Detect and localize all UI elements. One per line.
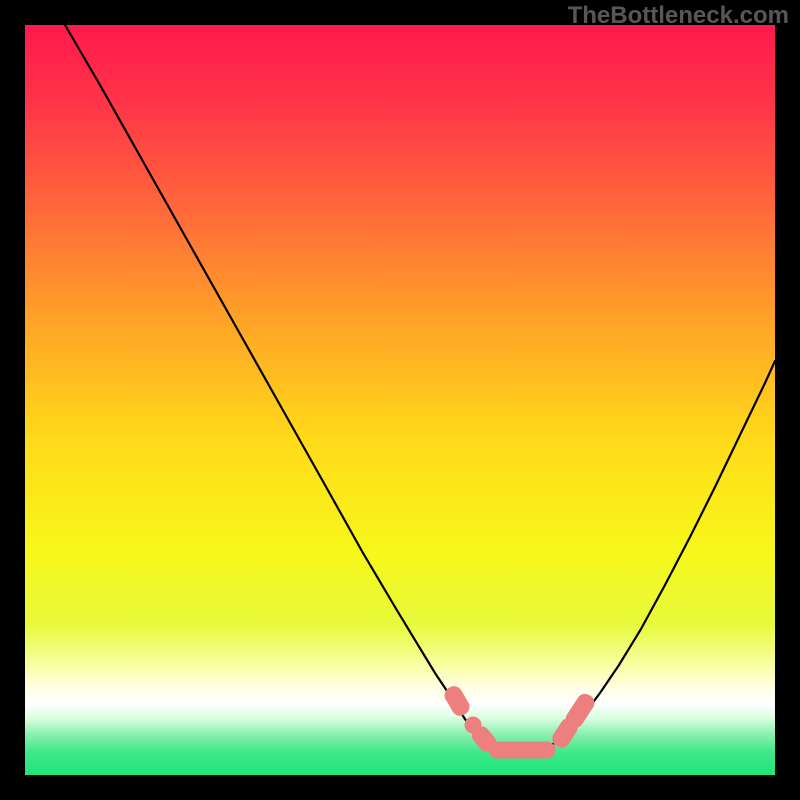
curve-marker — [563, 691, 597, 730]
bottleneck-curve — [65, 25, 775, 750]
curve-marker — [489, 742, 555, 758]
watermark-text: TheBottleneck.com — [568, 2, 789, 30]
plot-area — [25, 25, 775, 775]
curve-layer — [25, 25, 775, 775]
chart-stage: { "canvas": { "width": 800, "height": 80… — [0, 0, 800, 800]
